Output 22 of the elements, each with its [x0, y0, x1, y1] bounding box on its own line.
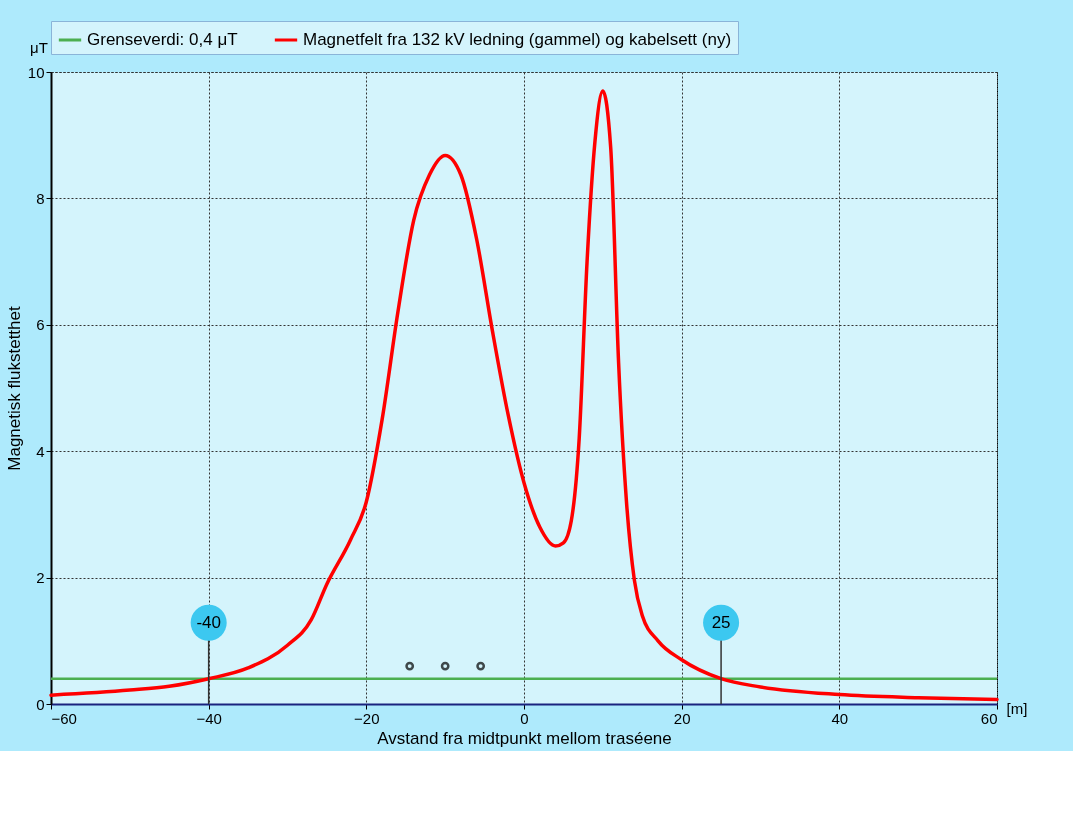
x-tick-label: 0	[520, 709, 529, 727]
annotation: -40	[196, 612, 221, 632]
y-axis-title: Magnetisk flukstetthet	[4, 306, 24, 471]
legend-label: Magnetfelt fra 132 kV ledning (gammel) og kabelsett (ny)	[303, 30, 732, 49]
x-tick-label: −20	[354, 709, 380, 727]
text: μT	[30, 39, 48, 56]
x-tick-label: 60	[980, 709, 998, 727]
y-tick-label: 8	[36, 189, 45, 207]
x-tick-label: −40	[196, 709, 222, 727]
x-tick-label: −60	[51, 709, 77, 727]
y-tick-label: 4	[36, 442, 45, 460]
y-tick-label: 10	[27, 63, 45, 81]
line-series	[49, 89, 999, 702]
x-tick-label: 40	[831, 709, 849, 727]
annotation: 25	[711, 612, 731, 632]
legend-label: Grenseverdi: 0,4 μT	[87, 30, 238, 49]
x-axis-title: Avstand fra midtpunkt mellom traséene	[377, 728, 672, 748]
x-tick-label: 20	[673, 709, 691, 727]
y-tick-label: 0	[36, 695, 45, 713]
y-tick-label: 2	[36, 569, 45, 587]
y-tick-label: 6	[36, 316, 45, 334]
text: [m]	[1006, 700, 1028, 717]
